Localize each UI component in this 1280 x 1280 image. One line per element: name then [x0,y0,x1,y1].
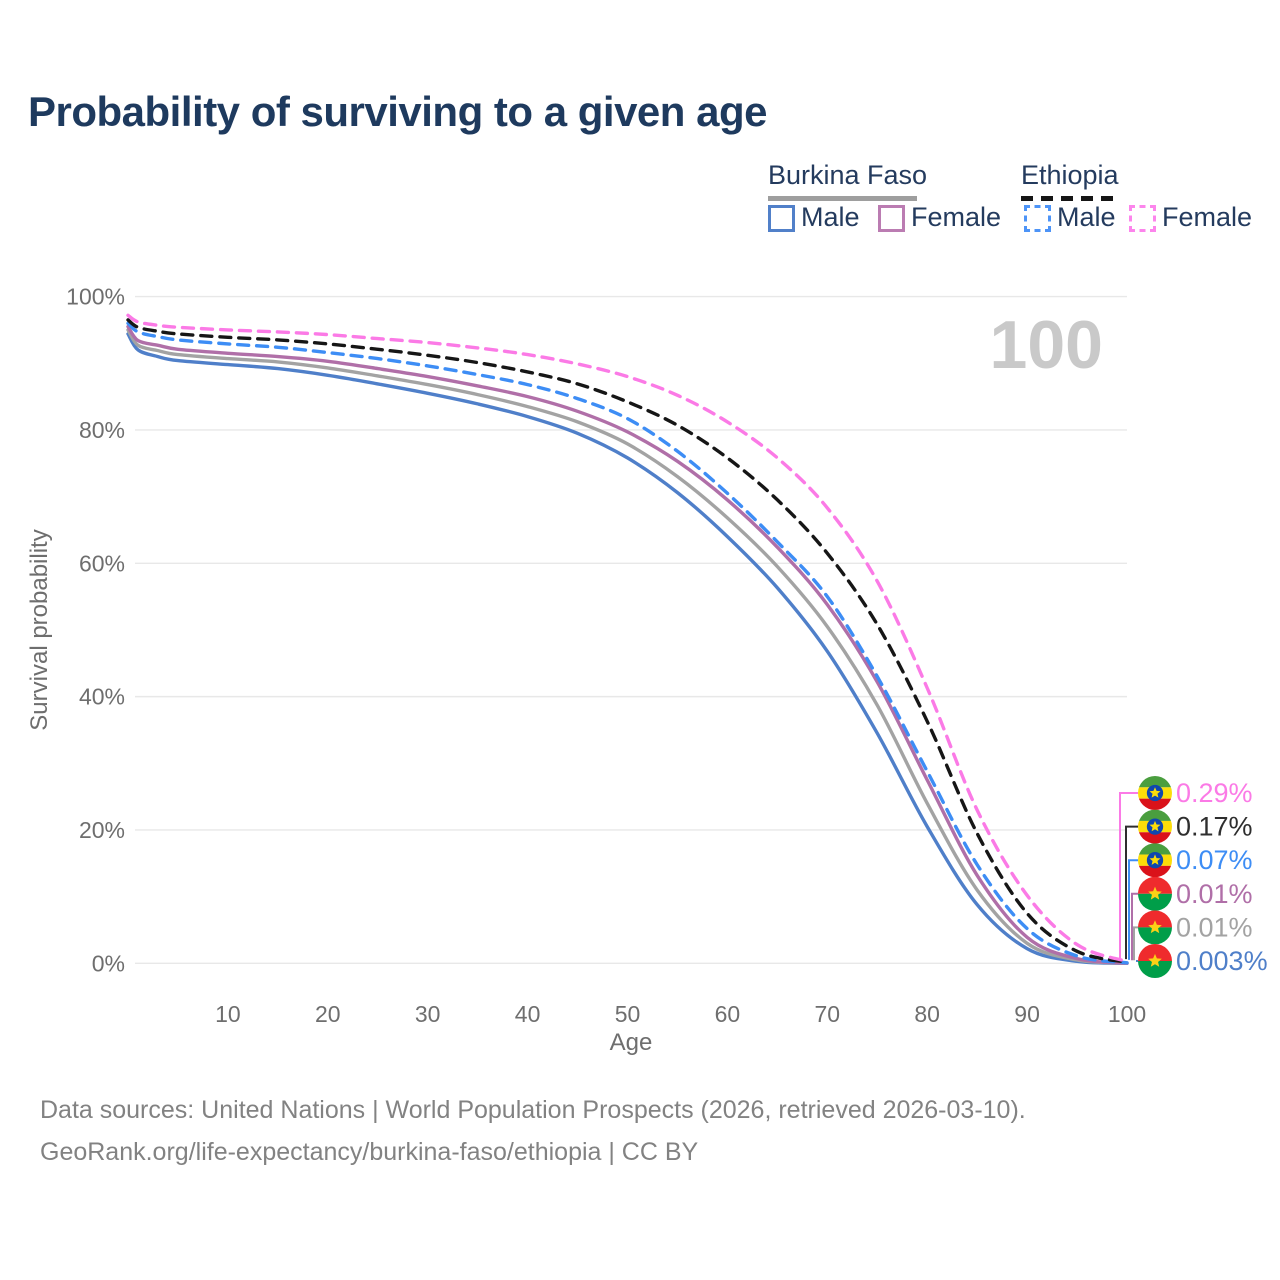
x-tick-label-70: 70 [815,1001,841,1027]
y-tick-label-0: 0% [92,950,125,976]
end-value-label-bf-both: 0.01% [1176,912,1253,942]
end-label-et-both: 0.17% [1125,809,1253,960]
end-label-connector-et-female [1119,792,1138,959]
end-label-connector-bf-female [1131,892,1138,961]
legend-group-ethiopia[interactable]: Ethiopia [1021,160,1119,190]
burkina-faso-flag-icon [1138,876,1172,911]
x-tick-label-50: 50 [615,1001,641,1027]
y-axis-title: Survival probability [26,529,53,730]
x-tick-label-10: 10 [215,1001,241,1027]
page-title: Probability of surviving to a given age [28,88,767,135]
legend-burkina-faso-line-swatch [768,196,917,201]
end-value-label-bf-female: 0.01% [1176,879,1253,909]
x-tick-label-20: 20 [315,1001,341,1027]
x-tick-label-80: 80 [914,1001,940,1027]
end-label-bf-both: 0.01% [1133,910,1253,961]
legend-swatch-burkina-faso-female-icon[interactable] [878,205,905,232]
y-tick-label-60: 60% [79,550,125,576]
end-label-bf-male: 0.003% [1136,944,1268,978]
curve-bf-female[interactable] [126,324,1129,965]
curve-bf-male[interactable] [126,332,1129,965]
curve-et-both[interactable] [126,318,1129,964]
legend-label-ethiopia-male[interactable]: Male [1057,202,1116,232]
x-tick-label-60: 60 [715,1001,741,1027]
curve-et-female[interactable] [126,313,1129,964]
end-value-label-et-both: 0.17% [1176,812,1253,842]
legend-swatch-ethiopia-male-icon[interactable] [1024,205,1051,232]
y-tick-label-20: 20% [79,817,125,843]
legend-ethiopia-line-swatch [1021,196,1118,201]
age-watermark: 100 [990,307,1103,383]
attribution-note: GeoRank.org/life-expectancy/burkina-faso… [40,1138,699,1166]
x-tick-label-90: 90 [1014,1001,1040,1027]
legend-swatch-ethiopia-female-icon[interactable] [1129,205,1156,232]
data-sources-note: Data sources: United Nations | World Pop… [40,1096,1026,1124]
burkina-faso-flag-icon [1138,944,1172,978]
x-tick-label-100: 100 [1108,1001,1146,1027]
legend-label-ethiopia-female[interactable]: Female [1162,202,1253,232]
ethiopia-flag-icon [1138,809,1172,844]
legend-label-burkina-faso-female[interactable]: Female [911,202,1002,232]
end-value-label-et-female: 0.29% [1176,778,1253,808]
ethiopia-flag-icon [1138,843,1172,878]
end-value-label-et-male: 0.07% [1176,845,1253,875]
x-axis-title: Age [610,1029,653,1056]
y-tick-label-40: 40% [79,684,125,710]
end-label-et-female: 0.29% [1119,776,1253,959]
legend-swatch-burkina-faso-male-icon[interactable] [768,205,795,232]
end-label-connector-et-male [1128,859,1138,960]
legend-label-burkina-faso-male[interactable]: Male [801,202,860,232]
end-label-bf-female: 0.01% [1131,876,1253,961]
curve-bf-both[interactable] [126,328,1129,965]
x-tick-label-40: 40 [515,1001,541,1027]
y-tick-label-80: 80% [79,417,125,443]
y-tick-label-100: 100% [66,284,125,310]
x-tick-label-30: 30 [415,1001,441,1027]
end-label-et-male: 0.07% [1128,843,1253,960]
legend-group-burkina-faso[interactable]: Burkina Faso [768,160,928,190]
burkina-faso-flag-icon [1138,910,1172,945]
ethiopia-flag-icon [1138,776,1172,810]
curve-et-male[interactable] [126,321,1129,965]
end-label-connector-et-both [1125,825,1138,960]
end-label-connector-bf-both [1133,926,1138,961]
end-value-label-bf-male: 0.003% [1176,946,1268,976]
